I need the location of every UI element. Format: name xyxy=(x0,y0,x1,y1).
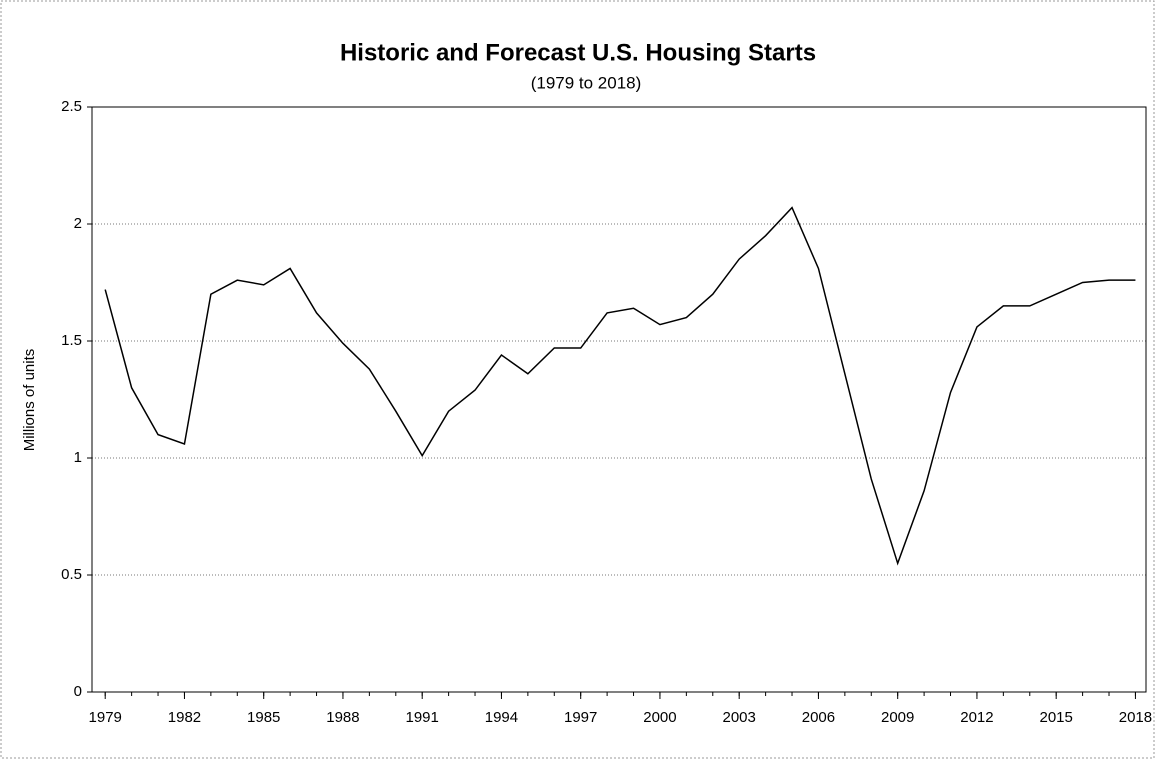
x-tick-label: 1985 xyxy=(247,709,280,726)
y-tick-label: 2.5 xyxy=(61,98,82,115)
plot-area xyxy=(91,106,1147,693)
y-tick-label: 0.5 xyxy=(61,566,82,583)
x-tick-label: 1988 xyxy=(326,709,359,726)
x-tick-label: 2000 xyxy=(643,709,676,726)
y-tick-label: 0 xyxy=(74,683,82,700)
x-tick-label: 2009 xyxy=(881,709,914,726)
x-tick-label: 2012 xyxy=(960,709,993,726)
x-tick-label: 1982 xyxy=(168,709,201,726)
chart-subtitle: (1979 to 2018) xyxy=(531,73,642,92)
x-tick-label: 2018 xyxy=(1119,709,1152,726)
chart-title: Historic and Forecast U.S. Housing Start… xyxy=(340,39,816,66)
x-tick-label: 2015 xyxy=(1039,709,1072,726)
y-tick-label: 1 xyxy=(74,449,82,466)
y-tick-label: 2 xyxy=(74,215,82,232)
x-tick-label: 1991 xyxy=(406,709,439,726)
x-tick-label: 1979 xyxy=(89,709,122,726)
x-tick-label: 1997 xyxy=(564,709,597,726)
line xyxy=(104,206,1136,566)
x-tick-label: 2003 xyxy=(723,709,756,726)
y-tick-label: 1.5 xyxy=(61,332,82,349)
x-tick-label: 2006 xyxy=(802,709,835,726)
x-tick-label: 1994 xyxy=(485,709,518,726)
y-axis-label: Millions of units xyxy=(21,349,38,452)
